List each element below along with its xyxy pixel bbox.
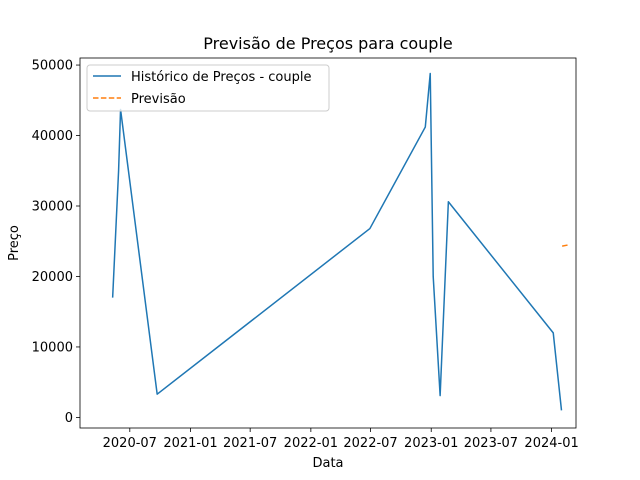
x-tick-label-4: 2022-07 xyxy=(343,436,397,451)
series-line-0 xyxy=(111,72,563,411)
x-tick-label-7: 2024-01 xyxy=(524,436,578,451)
x-tick-label-1: 2021-01 xyxy=(163,436,217,451)
y-axis-label: Preço xyxy=(7,225,22,261)
series-layer xyxy=(111,72,570,411)
legend-box xyxy=(86,64,330,112)
x-tick-label-5: 2023-01 xyxy=(404,436,458,451)
x-axis-ticks: 2020-07 2021-01 2021-07 2022-01 2022-07 2023-… xyxy=(103,428,579,451)
x-axis-label: Data xyxy=(312,456,343,471)
y-tick-label-5: 50000 xyxy=(32,59,73,74)
plot-area xyxy=(80,58,576,428)
y-tick-label-4: 40000 xyxy=(32,129,73,144)
y-tick-label-1: 10000 xyxy=(32,340,73,355)
series-line-1 xyxy=(562,244,570,247)
x-tick-label-0: 2020-07 xyxy=(103,436,157,451)
y-tick-label-0: 0 xyxy=(65,411,73,426)
x-tick-label-6: 2023-07 xyxy=(464,436,518,451)
legend-label-historico: Histórico de Preços - couple xyxy=(131,70,311,85)
legend: Histórico de Preços - couple Previsão xyxy=(86,64,330,112)
x-tick-label-3: 2022-01 xyxy=(284,436,338,451)
y-tick-label-3: 30000 xyxy=(32,200,73,215)
y-axis-ticks: 0 10000 20000 30000 40000 50000 xyxy=(32,59,80,426)
y-tick-label-2: 20000 xyxy=(32,270,73,285)
chart-title: Previsão de Preços para couple xyxy=(203,34,453,53)
plot-frame xyxy=(79,57,577,429)
legend-label-previsao: Previsão xyxy=(131,92,186,107)
x-tick-label-2: 2021-07 xyxy=(223,436,277,451)
